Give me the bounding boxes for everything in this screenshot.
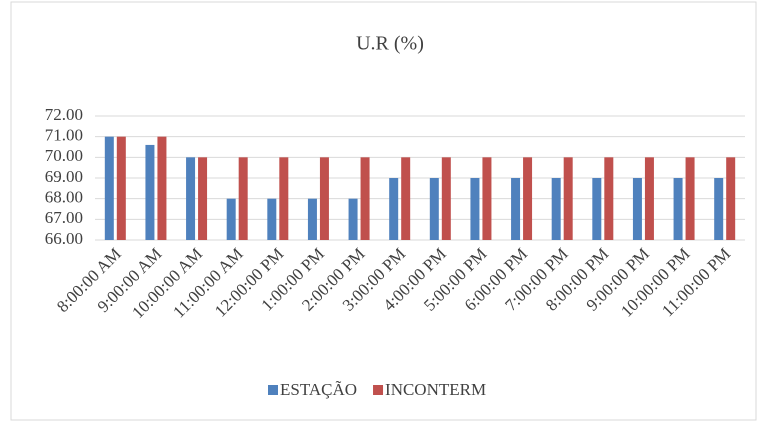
bar — [157, 136, 167, 240]
bar — [267, 198, 277, 240]
y-tick-label: 69.00 — [45, 167, 83, 186]
bar — [186, 157, 196, 240]
bar — [145, 144, 155, 240]
bar — [319, 157, 329, 240]
bar — [523, 157, 533, 240]
y-tick-label: 70.00 — [45, 146, 83, 165]
legend-label: INCONTERM — [385, 380, 486, 399]
chart-frame — [10, 1, 757, 421]
y-tick-label: 68.00 — [45, 188, 83, 207]
y-tick-label: 66.00 — [45, 229, 83, 248]
bar — [673, 178, 683, 240]
bar — [116, 136, 126, 240]
bar — [563, 157, 573, 240]
bar — [714, 178, 724, 240]
bar — [644, 157, 654, 240]
legend-swatch — [373, 385, 384, 395]
bar — [592, 178, 602, 240]
bar — [238, 157, 248, 240]
bar — [360, 157, 370, 240]
bar — [441, 157, 451, 240]
bar — [401, 157, 411, 240]
bar — [348, 198, 358, 240]
bar — [198, 157, 208, 240]
y-tick-label: 71.00 — [45, 126, 83, 145]
chart-title: U.R (%) — [356, 33, 424, 55]
bar — [551, 178, 561, 240]
bar — [482, 157, 492, 240]
bar — [279, 157, 289, 240]
bar — [632, 178, 642, 240]
legend-swatch — [268, 385, 278, 395]
bar — [511, 178, 521, 240]
bar — [429, 178, 439, 240]
legend-label: ESTAÇÃO — [280, 380, 357, 399]
bar — [307, 198, 317, 240]
y-tick-label: 72.00 — [45, 105, 83, 124]
bar — [226, 198, 236, 240]
bar — [470, 178, 480, 240]
bar — [726, 157, 736, 240]
bar — [604, 157, 614, 240]
y-tick-label: 67.00 — [45, 208, 83, 227]
bar — [104, 136, 114, 240]
bar — [685, 157, 695, 240]
bar — [389, 178, 399, 240]
